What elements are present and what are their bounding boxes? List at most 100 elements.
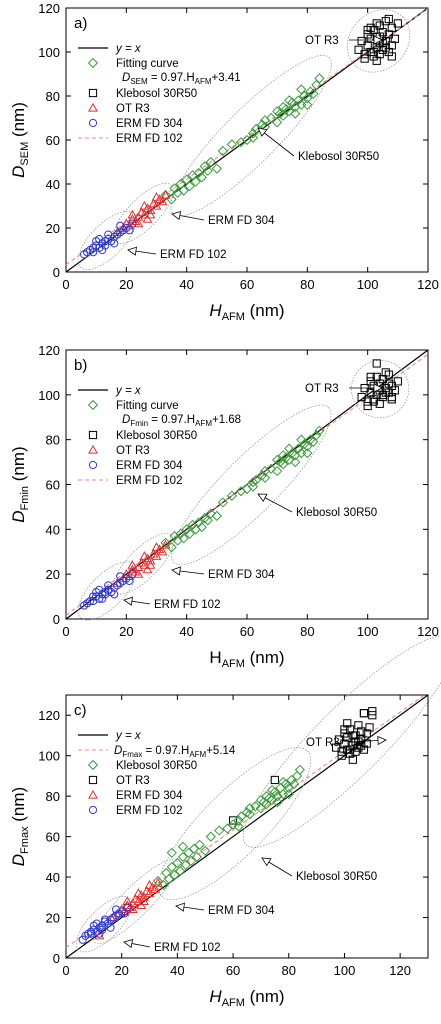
fit-line [65, 7, 429, 265]
data-point [272, 117, 283, 128]
data-point [133, 888, 144, 897]
data-point [278, 459, 289, 470]
data-point [214, 825, 225, 836]
annotation-e304: ERM FD 304 [208, 569, 275, 581]
y-tick-label: 120 [38, 1, 60, 16]
data-point [269, 787, 280, 798]
data-point [183, 847, 194, 858]
data-point [372, 56, 381, 65]
data-point [284, 106, 295, 117]
data-point [127, 209, 138, 219]
data-point [104, 230, 113, 239]
data-point [278, 450, 289, 461]
data-point [127, 560, 138, 569]
data-point [308, 436, 319, 448]
legend-marker [88, 444, 98, 454]
y-tick-label: 20 [46, 221, 60, 236]
annotation-e304: ERM FD 304 [208, 905, 275, 917]
annotation-kl: Klebosol 30R50 [298, 151, 379, 163]
data-point [152, 878, 163, 887]
cluster-ellipse [346, 9, 411, 73]
data-point [284, 95, 295, 106]
data-point [145, 555, 156, 565]
data-point [381, 368, 390, 377]
legend-label: ERM FD 304 [116, 118, 183, 130]
data-point [302, 93, 313, 104]
x-tick-label: 100 [334, 963, 356, 978]
annotation-kl-arrow-head [261, 857, 272, 867]
data-point [175, 528, 186, 539]
x-tick-label: 0 [62, 277, 69, 292]
data-point [247, 128, 259, 139]
data-point [145, 205, 156, 214]
data-point [78, 935, 87, 944]
data-point [266, 784, 278, 796]
legend-label: OT R3 [116, 103, 150, 115]
data-point [125, 226, 134, 235]
annotation-ot: OT R3 [305, 35, 339, 47]
legend-label: ERM FD 102 [116, 133, 182, 145]
data-point [272, 797, 283, 808]
data-point [302, 441, 313, 452]
y-tick-label: 20 [46, 567, 60, 582]
legend-marker [88, 102, 98, 112]
data-point [184, 528, 195, 539]
legend-marker [88, 118, 98, 128]
legend-marker [88, 88, 98, 98]
cluster-ellipse [170, 404, 332, 566]
y-tick-label: 40 [46, 177, 60, 192]
data-point [286, 774, 297, 786]
series-klebosol-30r50 [160, 73, 325, 205]
data-point [226, 139, 238, 150]
data-point [236, 811, 247, 822]
data-point [270, 775, 279, 785]
data-point [180, 859, 191, 871]
data-point [393, 377, 402, 386]
data-point [200, 845, 211, 856]
data-point [369, 25, 378, 35]
legend-label: Klebosol 30R50 [116, 88, 197, 100]
data-point [275, 782, 286, 794]
y-tick-label: 80 [46, 433, 60, 448]
data-point [340, 739, 349, 748]
data-point [378, 390, 387, 399]
data-point [116, 221, 125, 230]
data-point [278, 776, 289, 788]
data-point [247, 481, 259, 492]
data-point [205, 508, 216, 519]
data-point [196, 172, 207, 183]
series-klebosol-30r50 [152, 764, 306, 891]
data-point [369, 397, 378, 406]
data-point [293, 443, 304, 454]
y-tick-label: 60 [46, 478, 60, 493]
legend-label: Klebosol 30R50 [116, 430, 197, 442]
data-point [289, 778, 300, 790]
data-point [95, 585, 104, 594]
data-point [369, 47, 378, 57]
data-point [163, 873, 175, 885]
data-point [378, 45, 387, 54]
data-point [283, 782, 294, 794]
data-point [139, 560, 150, 569]
data-point [259, 472, 271, 483]
data-point [160, 537, 171, 548]
x-tick-label: 60 [240, 624, 254, 639]
data-point [211, 163, 222, 174]
data-point [217, 145, 228, 157]
data-point [222, 823, 233, 834]
data-point [95, 234, 104, 244]
data-point [205, 831, 216, 842]
annotation-e102-arrow-head [127, 246, 137, 256]
data-point [101, 590, 110, 599]
x-tick-label: 80 [300, 277, 314, 292]
data-point [357, 392, 366, 402]
data-point [250, 801, 261, 812]
legend-label: Fitting curve [116, 400, 179, 412]
data-point [139, 200, 150, 210]
data-point [151, 542, 162, 551]
data-point [199, 161, 210, 172]
data-point [362, 739, 371, 748]
data-point [112, 911, 121, 920]
y-tick-label: 120 [38, 343, 60, 358]
